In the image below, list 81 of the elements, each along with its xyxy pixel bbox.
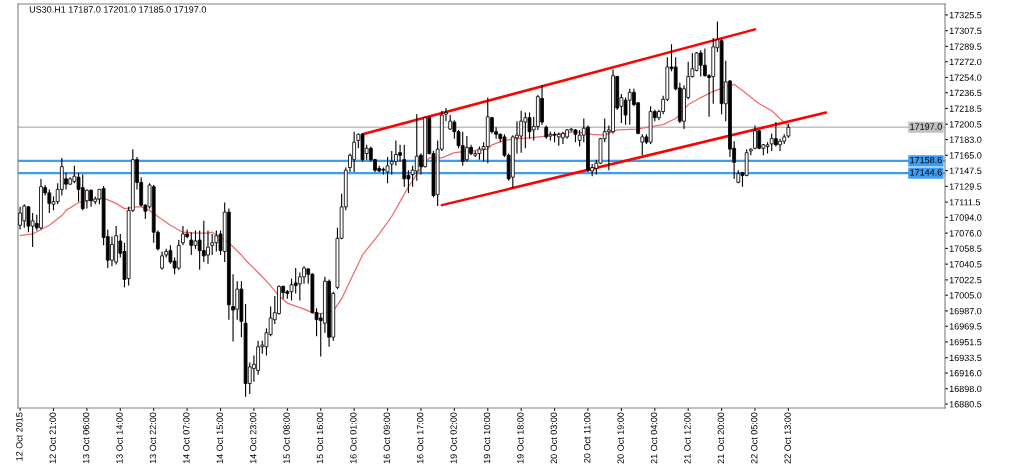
y-tick-label: 16898.0: [949, 385, 982, 393]
y-tick-label: 16933.5: [949, 354, 982, 362]
x-tick-label: 20 Oct 03:00: [550, 412, 557, 464]
candlestick: [519, 110, 524, 154]
x-tick-label: 13 Oct 14:00: [116, 412, 123, 464]
x-tick-label: 16 Oct 17:00: [416, 412, 424, 464]
y-tick-label: 16951.5: [949, 338, 982, 346]
y-tick-label: 17129.5: [949, 183, 982, 190]
candlestick: [460, 131, 465, 167]
candlestick: [523, 111, 528, 149]
x-tick-label: 12 Oct 21:00: [49, 412, 56, 464]
candlestick: [80, 173, 85, 211]
x-tick-label: 16 Oct 09:00: [383, 412, 390, 464]
y-tick-label: 17325.5: [949, 11, 982, 19]
x-tick-label: 22 Oct 13:00: [784, 412, 791, 464]
x-tick-label: 15 Oct 08:00: [283, 412, 290, 464]
candlestick: [414, 113, 419, 182]
candlestick: [627, 88, 632, 126]
y-tick-label: 17200.5: [949, 121, 982, 128]
y-tick-label: 17040.5: [949, 261, 982, 268]
candlestick: [18, 206, 22, 231]
candlestick: [214, 229, 219, 253]
candlestick: [402, 144, 407, 188]
candlestick: [774, 121, 778, 148]
candlestick: [181, 225, 185, 246]
y-tick-label: 17289.5: [949, 43, 982, 50]
x-tick-label: 21 Oct 04:00: [650, 412, 658, 464]
x-tick-label: 15 Oct 16:00: [316, 412, 324, 464]
y-tick-label: 17147.5: [949, 167, 982, 174]
candlestick: [85, 188, 89, 210]
x-tick-label: 19 Oct 18:00: [517, 412, 524, 464]
x-tick-label: 14 Oct 07:00: [183, 412, 190, 464]
x-tick-label: 21 Oct 12:00: [684, 412, 691, 464]
y-tick-label: 17058.5: [949, 245, 982, 252]
x-tick-label: 22 Oct 05:00: [751, 412, 758, 464]
candlestick: [193, 229, 198, 250]
candlestick: [201, 220, 206, 263]
x-tick-label: 13 Oct 06:00: [82, 412, 90, 464]
y-tick-label: 17111.5: [949, 199, 981, 206]
candlestick: [540, 84, 544, 126]
y-tick-label: 16880.5: [949, 401, 982, 408]
x-tick-label: 19 Oct 10:00: [483, 412, 491, 464]
y-tick-label: 17165.0: [949, 152, 982, 159]
candlestick: [465, 135, 469, 162]
y-tick-label: 17272.0: [949, 58, 982, 66]
x-tick-label: 14 Oct 15:00: [216, 412, 223, 464]
x-tick-label: 14 Oct 23:00: [249, 412, 257, 464]
candlestick: [561, 131, 565, 145]
candlestick: [22, 203, 27, 229]
candlestick: [778, 138, 782, 152]
candlestick: [744, 148, 749, 177]
y-tick-label: 17076.0: [949, 230, 982, 237]
candlestick: [394, 139, 398, 167]
candlestick: [189, 231, 194, 256]
y-tick-label: 16916.0: [949, 369, 982, 377]
candlestick: [176, 239, 181, 271]
y-tick-label: 17218.5: [949, 105, 982, 112]
y-tick-label: 17005.0: [949, 292, 982, 299]
y-tick-label: 17022.5: [949, 276, 982, 284]
y-tick-label: 16987.0: [949, 307, 982, 315]
y-tick-label: 16969.5: [949, 323, 982, 330]
ref-line-label: 17144.6: [910, 169, 942, 176]
ref-line-label: 17158.6: [910, 156, 942, 164]
chart-title: US30.H1 17187.0 17201.0 17185.0 17197.0: [29, 6, 206, 13]
y-tick-label: 17236.5: [949, 89, 982, 97]
candlestick: [160, 250, 164, 271]
y-tick-label: 17094.0: [949, 214, 982, 221]
y-tick-label: 17254.0: [949, 74, 982, 81]
y-tick-label: 17183.0: [949, 136, 982, 143]
x-tick-label: 20 Oct 11:00: [584, 412, 591, 463]
candlestick: [110, 236, 114, 267]
candlestick: [206, 229, 210, 265]
x-tick-label: 21 Oct 20:00: [717, 412, 725, 464]
y-tick-label: 17307.5: [949, 27, 982, 35]
x-tick-label: 19 Oct 02:00: [450, 412, 457, 464]
x-tick-label: 13 Oct 22:00: [149, 412, 157, 464]
ref-line-label: 17197.0: [910, 123, 942, 130]
x-tick-label: 12 Oct 2015: [16, 412, 23, 461]
x-tick-label: 20 Oct 19:00: [617, 412, 624, 464]
candlestick: [47, 188, 52, 214]
x-tick-label: 16 Oct 01:00: [350, 412, 357, 464]
